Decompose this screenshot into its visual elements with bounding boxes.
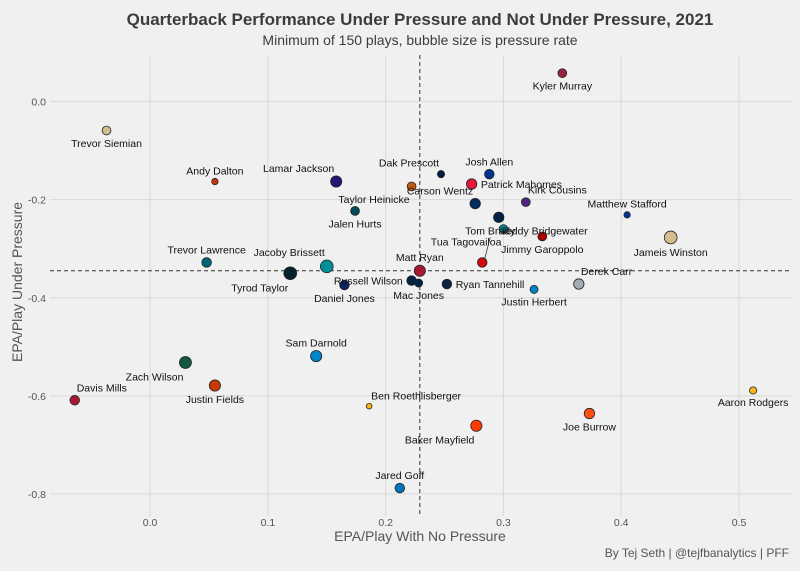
label-trevor-lawrence: Trevor Lawrence — [167, 245, 246, 257]
label-dak-prescott: Dak Prescott — [379, 158, 439, 170]
points-layer — [69, 68, 758, 494]
label-derek-carr: Derek Carr — [581, 266, 633, 278]
point-dak-prescott — [437, 170, 446, 179]
point-baker-mayfield — [470, 419, 483, 432]
point-derek-carr — [573, 278, 585, 290]
label-taylor-heinicke: Taylor Heinicke — [338, 194, 409, 206]
point-ryan-tannehill — [441, 278, 453, 290]
x-axis-label: EPA/Play With No Pressure — [334, 528, 506, 544]
point-ben-roethlisberger — [365, 402, 373, 410]
label-lamar-jackson: Lamar Jackson — [263, 163, 334, 175]
point-josh-allen — [484, 168, 495, 180]
point-joe-burrow — [583, 407, 596, 420]
label-kirk-cousins: Kirk Cousins — [528, 185, 587, 197]
label-leader-tom-brady — [483, 237, 491, 261]
point-mac-jones — [414, 278, 424, 288]
point-jacoby-brissett — [319, 259, 334, 274]
chart-caption: By Tej Seth | @tejfbanalytics | PFF — [605, 546, 789, 560]
label-justin-herbert: Justin Herbert — [501, 296, 566, 308]
point-jameis-winston — [663, 230, 678, 245]
point-jalen-hurts — [350, 206, 360, 216]
label-zach-wilson: Zach Wilson — [126, 371, 184, 383]
label-justin-fields: Justin Fields — [186, 394, 244, 406]
label-aaron-rodgers: Aaron Rodgers — [718, 397, 789, 409]
point-lamar-jackson — [330, 175, 343, 188]
label-trevor-siemian: Trevor Siemian — [71, 138, 142, 150]
point-matthew-stafford — [623, 211, 631, 219]
point-teddy-bridgewater — [493, 211, 505, 223]
label-jared-goff: Jared Goff — [375, 470, 424, 482]
y-tick-label: -0.2 — [28, 195, 46, 207]
y-tick-label: -0.6 — [28, 391, 46, 403]
point-jimmy-garoppolo — [537, 231, 548, 242]
label-jacoby-brissett: Jacoby Brissett — [254, 247, 325, 259]
point-carson-wentz — [469, 197, 481, 210]
label-teddy-bridgewater: Teddy Bridgewater — [501, 226, 588, 238]
label-kyler-murray: Kyler Murray — [533, 81, 593, 93]
point-justin-herbert — [529, 285, 539, 294]
point-labels-layer: Kyler Murray Trevor Siemian Andy Dalton Lam… — [71, 81, 788, 483]
y-tick-label: 0.0 — [31, 97, 46, 109]
point-matt-ryan — [413, 264, 426, 277]
y-tick-label: -0.4 — [28, 293, 46, 305]
x-tick-label: 0.0 — [143, 517, 158, 529]
x-tick-label: 0.1 — [261, 517, 276, 529]
label-tyrod-taylor: Tyrod Taylor — [231, 283, 288, 295]
label-jalen-hurts: Jalen Hurts — [328, 218, 381, 230]
label-mac-jones: Mac Jones — [393, 290, 444, 302]
chart-subtitle: Minimum of 150 plays, bubble size is pre… — [262, 32, 577, 48]
point-tom-brady — [477, 257, 488, 268]
y-tick-label: -0.8 — [28, 489, 46, 501]
point-tua-tagovailoa — [498, 224, 509, 234]
label-sam-darnold: Sam Darnold — [286, 338, 347, 350]
point-trevor-siemian — [101, 125, 112, 136]
point-patrick-mahomes — [466, 178, 478, 190]
label-matt-ryan: Matt Ryan — [396, 252, 444, 264]
label-josh-allen: Josh Allen — [465, 156, 513, 168]
point-taylor-heinicke — [406, 181, 417, 192]
grid-layer — [50, 55, 792, 516]
label-ben-roethlisberger: Ben Roethlisberger — [371, 390, 461, 402]
point-trevor-lawrence — [201, 257, 212, 268]
label-ryan-tannehill: Ryan Tannehill — [456, 279, 525, 291]
label-matthew-stafford: Matthew Stafford — [588, 199, 667, 211]
label-tua-tagovailoa: Tua Tagovailoa — [431, 237, 502, 249]
point-jared-goff — [394, 482, 406, 494]
label-patrick-mahomes: Patrick Mahomes — [481, 179, 562, 191]
point-sam-darnold — [310, 350, 323, 363]
label-daniel-jones: Daniel Jones — [314, 293, 375, 305]
point-tyrod-taylor — [283, 266, 298, 281]
point-daniel-jones — [339, 279, 350, 291]
point-davis-mills — [69, 395, 80, 406]
chart-title: Quarterback Performance Under Pressure a… — [127, 10, 714, 29]
point-zach-wilson — [179, 356, 192, 369]
point-kirk-cousins — [521, 197, 531, 207]
tick-labels-layer: 0.0 0.1 0.2 0.3 0.4 0.5 0.0 -0.2 -0.4 -0.6 -0.8 — [28, 97, 747, 529]
label-jameis-winston: Jameis Winston — [634, 247, 708, 259]
point-andy-dalton — [211, 177, 219, 186]
label-baker-mayfield: Baker Mayfield — [405, 434, 475, 446]
label-davis-mills: Davis Mills — [77, 382, 127, 394]
point-aaron-rodgers — [749, 386, 758, 395]
label-andy-dalton: Andy Dalton — [186, 165, 243, 177]
label-russell-wilson: Russell Wilson — [334, 276, 403, 288]
x-tick-label: 0.5 — [732, 517, 747, 529]
label-tom-brady: Tom Brady — [465, 225, 516, 237]
point-justin-fields — [208, 379, 221, 392]
x-tick-label: 0.4 — [614, 517, 629, 529]
point-kyler-murray — [557, 68, 568, 78]
label-carson-wentz: Carson Wentz — [407, 185, 473, 197]
label-jimmy-garoppolo: Jimmy Garoppolo — [501, 244, 583, 256]
y-axis-label: EPA/Play Under Pressure — [9, 202, 25, 362]
x-tick-label: 0.3 — [496, 517, 511, 529]
x-tick-label: 0.2 — [378, 517, 393, 529]
label-joe-burrow: Joe Burrow — [563, 422, 617, 434]
